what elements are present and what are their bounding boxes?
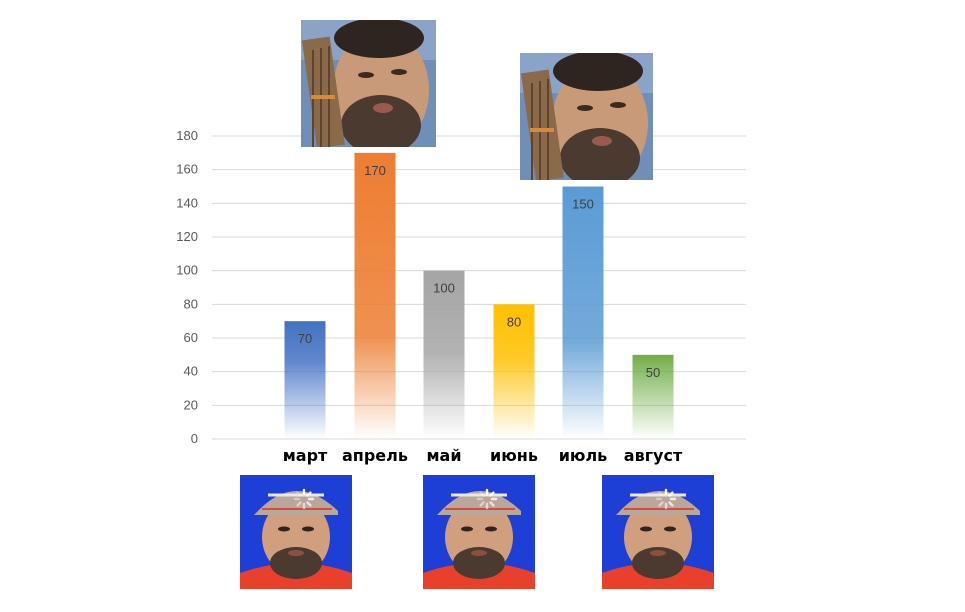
bar-май [423, 270, 465, 439]
y-tick-label: 100 [176, 263, 198, 278]
face-photo-icon [240, 475, 352, 589]
photo-top-left [301, 20, 436, 147]
bars [284, 152, 674, 440]
data-label: 100 [433, 281, 455, 296]
data-label: 80 [507, 314, 521, 329]
x-category-label: июнь [490, 446, 538, 465]
face-photo-icon [520, 53, 653, 180]
photo-bottom-center [423, 475, 535, 589]
data-label: 150 [572, 197, 594, 212]
bar-июль [562, 186, 604, 439]
bar-март [284, 321, 326, 439]
photo-top-right [520, 53, 653, 180]
face-photo-icon [602, 475, 714, 589]
bar-июнь [493, 304, 535, 439]
y-tick-label: 140 [176, 195, 198, 210]
data-label: 170 [364, 163, 386, 178]
y-tick-label: 80 [184, 296, 198, 311]
x-category-label: март [283, 446, 328, 465]
x-category-label: апрель [342, 446, 408, 465]
y-tick-label: 20 [184, 397, 198, 412]
data-label: 50 [646, 365, 660, 380]
y-tick-label: 160 [176, 162, 198, 177]
y-tick-label: 40 [184, 364, 198, 379]
bar-апрель [354, 152, 396, 440]
bar-август [632, 354, 674, 439]
face-photo-icon [301, 20, 436, 147]
y-axis-tick-labels: 0 20 40 60 80 100 120 140 160 180 [176, 128, 198, 446]
x-category-label: август [624, 446, 683, 465]
y-tick-label: 180 [176, 128, 198, 143]
y-tick-label: 0 [191, 431, 198, 446]
data-labels: 70 170 100 80 150 50 [298, 163, 660, 380]
y-tick-label: 120 [176, 229, 198, 244]
x-category-label: май [426, 446, 461, 465]
loading-spinner-icon [476, 488, 498, 510]
loading-spinner-icon [293, 488, 315, 510]
photo-bottom-left [240, 475, 352, 589]
data-label: 70 [298, 331, 312, 346]
face-photo-icon [423, 475, 535, 589]
y-tick-label: 60 [184, 330, 198, 345]
x-category-label: июль [559, 446, 608, 465]
photo-bottom-right [602, 475, 714, 589]
x-axis-category-labels: март апрель май июнь июль август [283, 446, 683, 465]
loading-spinner-icon [655, 488, 677, 510]
